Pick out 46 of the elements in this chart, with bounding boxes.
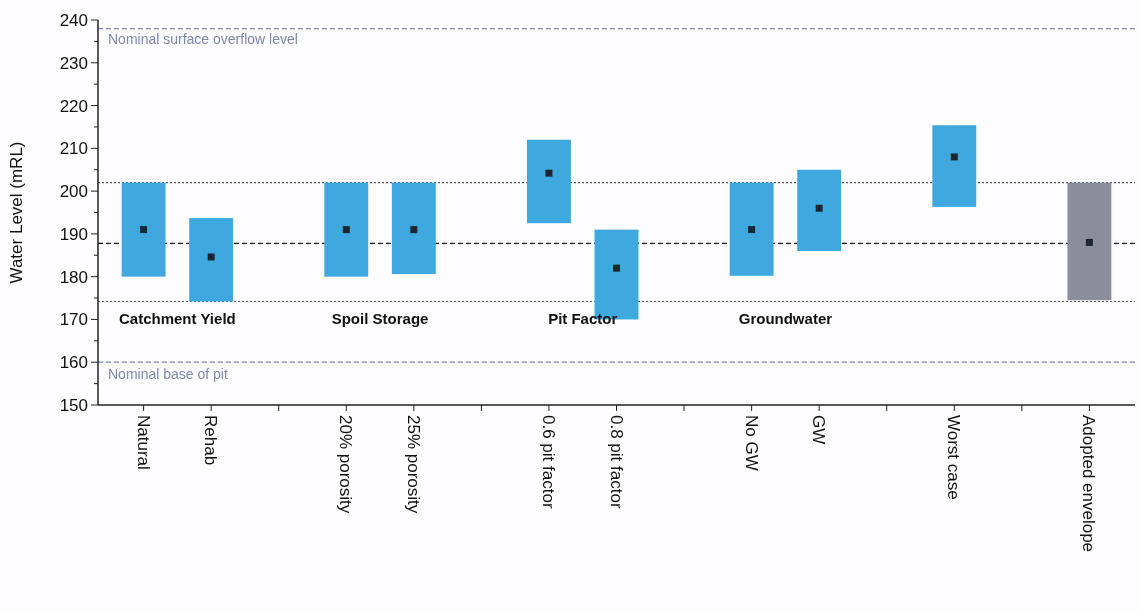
- x-tick-label: GW: [809, 415, 829, 445]
- x-tick-label: Natural: [133, 415, 153, 470]
- bar: [797, 169, 842, 251]
- x-tick-label: 20% porosity: [336, 415, 356, 514]
- bar: [729, 182, 774, 276]
- point: [410, 226, 418, 234]
- point: [342, 226, 350, 234]
- bar: [189, 218, 234, 302]
- x-tick-label: 0.6 pit factor: [538, 415, 558, 509]
- bar: [526, 139, 571, 224]
- bar: [932, 125, 977, 207]
- y-tick-label: 210: [59, 139, 88, 159]
- y-tick-label: 220: [59, 96, 88, 116]
- point: [1085, 238, 1093, 246]
- annotation: Groundwater: [738, 310, 833, 328]
- point: [613, 264, 620, 272]
- x-tick-label: No GW: [741, 415, 761, 471]
- x-tick-label: Adopted envelope: [1079, 415, 1099, 553]
- bar: [391, 182, 436, 275]
- point: [545, 169, 553, 177]
- y-tick-label: 230: [59, 53, 88, 73]
- point: [207, 253, 215, 261]
- y-tick-label: 200: [59, 182, 88, 202]
- annotation: Spoil Storage: [331, 310, 429, 328]
- ref-line-label: Nominal base of pit: [108, 366, 228, 383]
- bar: [324, 182, 369, 277]
- y-tick-label: 170: [59, 310, 88, 330]
- bar: [121, 182, 166, 277]
- y-tick-label: 190: [59, 224, 88, 244]
- y-tick-label: 160: [59, 353, 88, 373]
- x-tick-label: Worst case: [944, 415, 964, 500]
- y-tick-label: 240: [59, 10, 88, 30]
- y-tick-label: 150: [59, 395, 88, 415]
- x-tick-label: 0.8 pit factor: [606, 415, 626, 509]
- x-tick-label: Rehab: [201, 415, 221, 466]
- point: [950, 153, 958, 161]
- point: [815, 204, 823, 212]
- point: [748, 226, 756, 234]
- annotation: Catchment Yield: [119, 310, 236, 328]
- y-axis-title: Water Level (mRL): [7, 141, 26, 284]
- point: [140, 226, 148, 234]
- y-tick-label: 180: [59, 267, 88, 287]
- annotation: Pit Factor: [548, 310, 618, 328]
- x-tick-label: 25% porosity: [403, 415, 423, 514]
- bar: [1067, 182, 1112, 301]
- ref-line-label: Nominal surface overflow level: [108, 30, 298, 47]
